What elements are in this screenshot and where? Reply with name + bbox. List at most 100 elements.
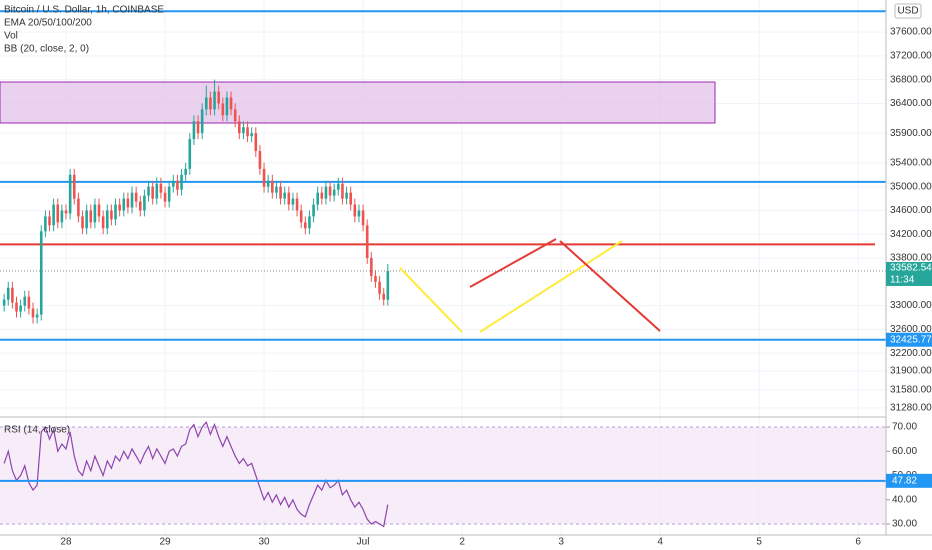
candle-body — [349, 192, 352, 205]
candle-body — [308, 216, 311, 229]
candle-body — [233, 109, 237, 122]
candle-body — [163, 192, 167, 202]
y-tick-label: 35900.00 — [890, 128, 932, 139]
x-tick-label: 30 — [258, 537, 270, 548]
currency-label: USD — [897, 6, 918, 17]
candle-body — [291, 198, 295, 205]
candle-body — [143, 195, 146, 211]
candle-body — [56, 204, 60, 223]
indicator-label: Vol — [4, 31, 18, 42]
candle-body — [138, 201, 142, 211]
candle-body — [44, 216, 47, 232]
candle-body — [299, 210, 303, 223]
candle-body — [19, 305, 22, 312]
x-tick-label: 2 — [459, 537, 465, 548]
candle-body — [200, 109, 204, 134]
candle-body — [328, 186, 332, 196]
candle-body — [283, 192, 286, 199]
last-price-box — [886, 261, 932, 286]
candle-body — [213, 91, 216, 110]
candle-body — [357, 210, 361, 217]
candle-body — [85, 210, 88, 229]
candle-body — [254, 133, 258, 152]
candle-body — [23, 296, 27, 306]
candle-body — [114, 204, 117, 220]
candle-body — [250, 133, 253, 137]
candle-body — [68, 174, 72, 214]
candle-body — [382, 293, 386, 300]
candle-body — [31, 308, 35, 318]
candle-body — [275, 186, 278, 193]
candle-body — [39, 231, 43, 315]
candle-body — [2, 299, 6, 306]
drawing-line — [469, 238, 557, 288]
candle-body — [64, 210, 68, 214]
y-tick-label: 34200.00 — [890, 229, 932, 240]
rsi-level-box — [886, 473, 932, 488]
candle-body — [130, 192, 134, 208]
candle-body — [337, 183, 340, 190]
y-tick-label: 37200.00 — [890, 51, 932, 62]
candle-body — [72, 174, 76, 199]
candle-body — [27, 296, 31, 309]
y-tick-label: 36400.00 — [890, 98, 932, 109]
y-tick-label: 33800.00 — [890, 253, 932, 264]
candle-body — [180, 174, 183, 190]
rsi-level-label: 47.82 — [892, 475, 917, 486]
rsi-tick-label: 40.00 — [892, 494, 917, 505]
candle-body — [126, 198, 130, 208]
candle-body — [287, 192, 291, 205]
x-tick-label: 4 — [657, 537, 663, 548]
candle-body — [386, 270, 390, 300]
drawings — [399, 238, 661, 333]
candle-body — [225, 97, 229, 116]
candle-body — [246, 127, 249, 137]
candle-body — [316, 192, 319, 205]
candle-body — [238, 121, 241, 134]
x-tick-label: 29 — [159, 537, 171, 548]
y-tick-label: 37600.00 — [890, 27, 932, 38]
y-tick-label: 33000.00 — [890, 300, 932, 311]
rsi-tick-label: 30.00 — [892, 519, 917, 530]
currency-box — [894, 3, 922, 19]
candle-body — [221, 103, 225, 116]
rsi-title: RSI (14, close) — [4, 425, 70, 436]
labels: Bitcoin / U.S. Dollar, 1h, COINBASE EMA … — [4, 3, 932, 548]
grid — [0, 0, 890, 535]
candle-body — [374, 275, 377, 282]
rsi-band — [0, 427, 886, 525]
candle-body — [217, 91, 220, 104]
drawing-line — [399, 267, 463, 333]
last-price-label: 33582.54 — [890, 263, 932, 274]
candle-body — [176, 180, 179, 190]
candle-body — [258, 151, 262, 169]
candle-body — [353, 204, 357, 217]
marks — [0, 10, 886, 528]
y-tick-label: 32200.00 — [890, 348, 932, 359]
candle-body — [171, 180, 175, 187]
level-label: 32425.77 — [890, 334, 932, 345]
candle-body — [122, 198, 126, 211]
candle-body — [15, 302, 18, 312]
candle-body — [11, 287, 14, 303]
candle-body — [266, 180, 270, 187]
level-label-box — [886, 332, 932, 347]
candle-body — [77, 198, 80, 217]
candle-body — [93, 204, 97, 223]
candle-body — [370, 258, 373, 276]
y-tick-label: 36800.00 — [890, 74, 932, 85]
drawing-line — [559, 240, 661, 332]
candle-body — [312, 204, 315, 217]
candle-body — [35, 314, 39, 318]
indicator-label: BB (20, close, 2, 0) — [4, 44, 89, 55]
y-tick-label: 31900.00 — [890, 366, 932, 377]
y-tick-label: 31280.00 — [890, 403, 932, 414]
candle-body — [361, 210, 365, 226]
drawing-line — [479, 240, 623, 333]
candle-body — [192, 121, 196, 140]
candle-body — [101, 216, 105, 229]
candle-body — [196, 121, 200, 134]
x-tick-label: Jul — [357, 537, 370, 548]
candle-body — [81, 216, 84, 229]
indicator-label: EMA 20/50/100/200 — [4, 18, 92, 29]
